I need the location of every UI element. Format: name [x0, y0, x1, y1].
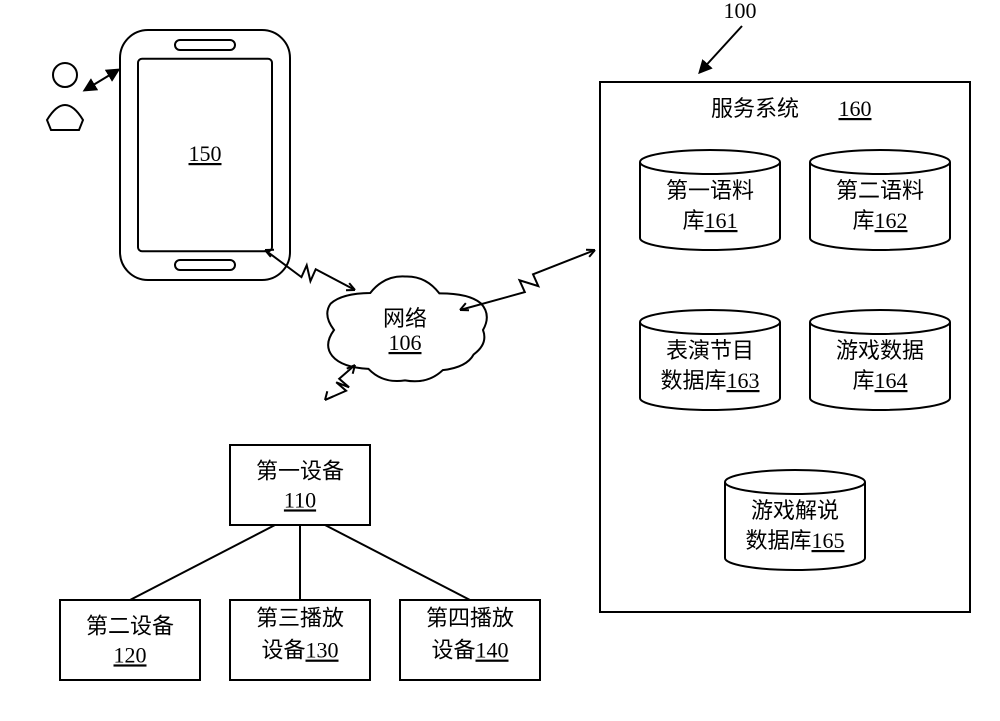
db4-label-2: 库164	[852, 368, 907, 393]
wireless-link-1	[325, 365, 355, 400]
device-3-label-1: 第三播放	[256, 606, 344, 631]
phone-speaker-bottom	[175, 260, 235, 270]
user-phone-arrow	[85, 70, 118, 90]
db2-label-2: 库162	[852, 208, 907, 233]
db1-label-1: 第一语料	[666, 178, 754, 203]
device-tree-line-2	[325, 525, 470, 600]
device-3-label-2: 设备130	[261, 638, 338, 663]
device-4-label-1: 第四播放	[426, 606, 514, 631]
phone-ref: 150	[189, 141, 222, 166]
service-system-title: 服务系统	[711, 96, 799, 121]
db5-label-2: 数据库165	[745, 528, 844, 553]
device-1-box	[230, 445, 370, 525]
network-label: 网络	[383, 306, 427, 331]
device-tree-line-0	[130, 525, 275, 600]
device-1-ref: 110	[284, 487, 316, 512]
device-2-label: 第二设备	[86, 614, 174, 639]
device-4-label-2: 设备140	[431, 638, 508, 663]
wireless-link-2	[460, 250, 595, 310]
service-system-ref: 160	[839, 96, 872, 121]
db3-label-1: 表演节目	[666, 338, 754, 363]
network-ref: 106	[389, 330, 422, 355]
db5-label-1: 游戏解说	[751, 498, 839, 523]
system-ref: 100	[724, 0, 757, 23]
db4-label-1: 游戏数据	[836, 338, 924, 363]
phone-speaker-top	[175, 40, 235, 50]
device-2-box	[60, 600, 200, 680]
system-ref-arrow	[700, 26, 742, 72]
device-2-ref: 120	[114, 642, 147, 667]
db3-label-2: 数据库163	[660, 368, 759, 393]
db2-label-1: 第二语料	[836, 178, 924, 203]
user-icon	[47, 63, 83, 130]
device-1-label: 第一设备	[256, 459, 344, 484]
db1-label-2: 库161	[682, 208, 737, 233]
wireless-link-0	[265, 250, 355, 290]
diagram-canvas: 150 网络106 100 服务系统 160 第一语料库161 第二语料库162 表演节目数据…	[0, 0, 1000, 721]
